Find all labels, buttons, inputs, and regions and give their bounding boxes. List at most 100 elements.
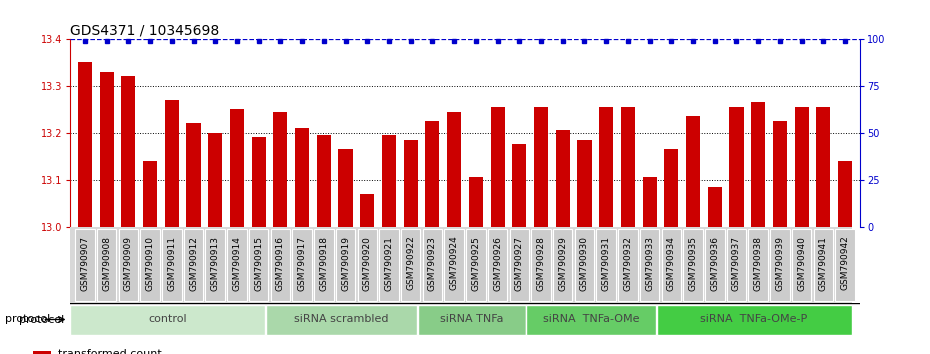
Bar	[490, 107, 505, 227]
Bar	[817, 107, 830, 227]
Text: GSM790907: GSM790907	[81, 236, 89, 291]
FancyBboxPatch shape	[336, 229, 355, 301]
FancyBboxPatch shape	[488, 229, 508, 301]
FancyBboxPatch shape	[575, 229, 594, 301]
Bar	[534, 107, 548, 227]
Bar	[317, 135, 331, 227]
FancyBboxPatch shape	[705, 229, 724, 301]
FancyBboxPatch shape	[70, 306, 265, 335]
Bar	[578, 140, 591, 227]
Bar	[838, 161, 852, 227]
Bar	[425, 121, 440, 227]
Bar	[230, 109, 244, 227]
FancyBboxPatch shape	[422, 229, 442, 301]
Text: GSM790937: GSM790937	[732, 236, 741, 291]
FancyBboxPatch shape	[657, 306, 852, 335]
Text: GSM790942: GSM790942	[841, 236, 849, 291]
Bar	[664, 149, 678, 227]
Text: GSM790938: GSM790938	[753, 236, 763, 291]
Text: GSM790935: GSM790935	[688, 236, 698, 291]
Text: GSM790914: GSM790914	[232, 236, 242, 291]
Text: GSM790912: GSM790912	[189, 236, 198, 291]
Bar	[708, 187, 722, 227]
Text: GDS4371 / 10345698: GDS4371 / 10345698	[70, 24, 219, 38]
FancyBboxPatch shape	[418, 306, 525, 335]
FancyBboxPatch shape	[314, 229, 334, 301]
Text: GSM790917: GSM790917	[298, 236, 307, 291]
Text: GSM790929: GSM790929	[558, 236, 567, 291]
Text: protocol: protocol	[19, 315, 64, 325]
FancyBboxPatch shape	[791, 229, 811, 301]
Bar	[100, 72, 113, 227]
Bar	[599, 107, 613, 227]
FancyBboxPatch shape	[357, 229, 377, 301]
Text: GSM790941: GSM790941	[818, 236, 828, 291]
Text: GSM790909: GSM790909	[124, 236, 133, 291]
FancyBboxPatch shape	[466, 229, 485, 301]
FancyBboxPatch shape	[526, 306, 656, 335]
Bar	[621, 107, 635, 227]
Text: GSM790934: GSM790934	[667, 236, 676, 291]
Text: siRNA scrambled: siRNA scrambled	[294, 314, 389, 325]
Text: GSM790916: GSM790916	[276, 236, 285, 291]
Text: GSM790928: GSM790928	[537, 236, 546, 291]
FancyBboxPatch shape	[379, 229, 399, 301]
Bar	[339, 149, 352, 227]
Text: GSM790915: GSM790915	[254, 236, 263, 291]
Text: siRNA  TNFa-OMe: siRNA TNFa-OMe	[543, 314, 639, 325]
Bar	[794, 107, 809, 227]
Bar	[165, 100, 179, 227]
Bar	[773, 121, 787, 227]
Text: GSM790908: GSM790908	[102, 236, 112, 291]
Text: GSM790925: GSM790925	[472, 236, 481, 291]
Text: GSM790919: GSM790919	[341, 236, 350, 291]
Text: GSM790932: GSM790932	[623, 236, 632, 291]
Bar	[382, 135, 396, 227]
FancyBboxPatch shape	[227, 229, 246, 301]
FancyBboxPatch shape	[814, 229, 833, 301]
Text: control: control	[148, 314, 187, 325]
Text: transformed count: transformed count	[58, 349, 162, 354]
FancyBboxPatch shape	[618, 229, 638, 301]
FancyBboxPatch shape	[445, 229, 464, 301]
Bar	[252, 137, 266, 227]
Text: GSM790911: GSM790911	[167, 236, 177, 291]
FancyBboxPatch shape	[553, 229, 573, 301]
FancyBboxPatch shape	[749, 229, 768, 301]
Text: GSM790933: GSM790933	[645, 236, 654, 291]
Bar	[643, 177, 657, 227]
Bar	[512, 144, 526, 227]
Text: GSM790913: GSM790913	[211, 236, 219, 291]
Bar	[78, 62, 92, 227]
Text: GSM790910: GSM790910	[146, 236, 154, 291]
FancyBboxPatch shape	[119, 229, 139, 301]
Bar	[121, 76, 136, 227]
FancyBboxPatch shape	[249, 229, 269, 301]
Bar	[447, 112, 461, 227]
Bar	[469, 177, 483, 227]
FancyBboxPatch shape	[401, 229, 420, 301]
Bar	[729, 107, 743, 227]
Text: GSM790921: GSM790921	[384, 236, 393, 291]
Bar	[751, 102, 765, 227]
Bar	[273, 112, 287, 227]
FancyBboxPatch shape	[726, 229, 746, 301]
FancyBboxPatch shape	[162, 229, 181, 301]
FancyBboxPatch shape	[206, 229, 225, 301]
FancyBboxPatch shape	[266, 306, 418, 335]
Text: GSM790923: GSM790923	[428, 236, 437, 291]
Text: GSM790939: GSM790939	[776, 236, 784, 291]
FancyBboxPatch shape	[596, 229, 616, 301]
Text: GSM790936: GSM790936	[711, 236, 719, 291]
Text: GSM790922: GSM790922	[406, 236, 415, 291]
Bar	[187, 124, 201, 227]
Bar	[143, 161, 157, 227]
FancyBboxPatch shape	[510, 229, 529, 301]
Text: GSM790940: GSM790940	[797, 236, 806, 291]
Text: GSM790931: GSM790931	[602, 236, 611, 291]
Text: GSM790926: GSM790926	[493, 236, 502, 291]
Bar	[686, 116, 700, 227]
Bar	[295, 128, 309, 227]
Bar	[404, 140, 418, 227]
FancyBboxPatch shape	[684, 229, 703, 301]
